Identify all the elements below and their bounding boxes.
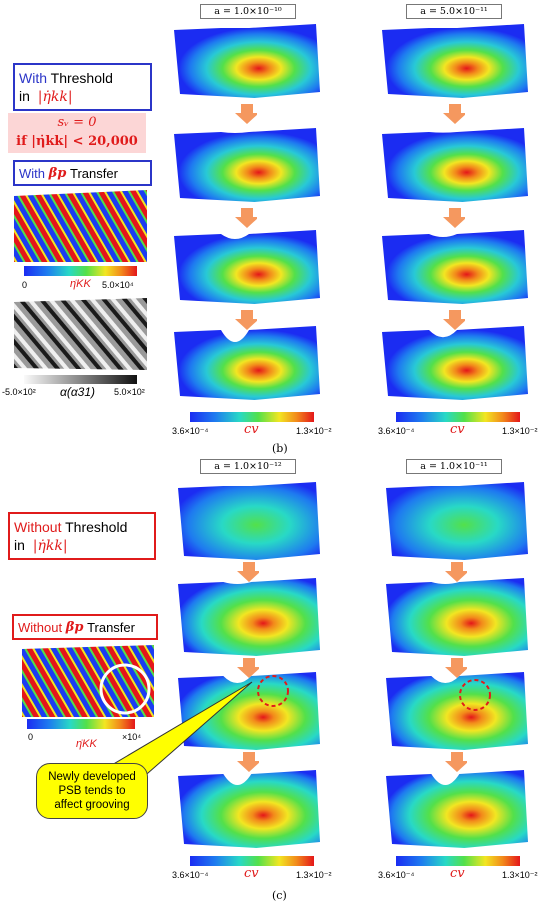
eta-label: η̇KK	[70, 278, 91, 290]
condition-line1: sᵥ = 0	[57, 115, 97, 130]
threshold-condition: sᵥ = 0 if |η̇kk| < 20,000	[8, 113, 146, 153]
threshold-word-c: Threshold	[65, 518, 128, 535]
with-transfer-box: With βp Transfer	[13, 160, 152, 186]
panel-c-letter: (c)	[272, 889, 287, 902]
c-cv-min-1: 3.6×10⁻⁴	[172, 870, 209, 880]
b-cv-max-2: 1.3×10⁻²	[502, 426, 538, 436]
with-word: With	[19, 69, 47, 86]
with-transfer-word: With	[19, 165, 45, 181]
eta-kk-field-map	[14, 190, 147, 262]
c-snapshot-col1-row4	[178, 770, 320, 848]
c-arrow-col1-2	[237, 658, 259, 678]
eta-colorbar	[24, 266, 137, 276]
c-cv-colorbar-1	[190, 856, 314, 866]
b-snapshot-col1-row4	[174, 326, 320, 400]
c-col2-label: a = 1.0×10⁻¹¹	[406, 459, 502, 474]
callout-text: Newly developed PSB tends to affect groo…	[48, 771, 136, 811]
eta-kk-field-map-c	[22, 645, 154, 717]
b-snapshot-col1-row1	[174, 24, 320, 98]
in-word-c: in	[14, 536, 25, 553]
c-snapshot-col1-row2	[178, 578, 320, 656]
b-arrow-col2-3	[443, 310, 465, 330]
transfer-word: Transfer	[69, 165, 118, 181]
c-arrow-col1-3	[237, 752, 259, 772]
with-threshold-box: With Threshold in |η̇kk|	[13, 63, 152, 111]
b-cv-min-2: 3.6×10⁻⁴	[378, 426, 415, 436]
eta-max-tick: 5.0×10⁴	[102, 280, 134, 290]
c-col1-label: a = 1.0×10⁻¹²	[200, 459, 296, 474]
b-col2-label: a = 5.0×10⁻¹¹	[406, 4, 502, 19]
without-transfer-word: Without	[18, 619, 63, 635]
c-snapshot-col2-row4	[386, 770, 528, 848]
b-cv-colorbar-1	[190, 412, 314, 422]
without-threshold-box: Without Threshold in |η̇kk|	[8, 512, 156, 560]
without-word: Without	[14, 518, 62, 535]
c-cv-label-1: cv	[244, 866, 259, 881]
c-cv-max-2: 1.3×10⁻²	[502, 870, 538, 880]
c-cv-label-2: cv	[450, 866, 465, 881]
c-snapshot-col2-row2	[386, 578, 528, 656]
eta-abs-math-c: |η̇kk|	[32, 537, 68, 554]
without-transfer-box: Without βp Transfer	[12, 614, 158, 640]
b-snapshot-col2-row1	[382, 24, 528, 98]
c-snapshot-col1-row3	[178, 672, 320, 750]
groove-highlight-ring-1	[257, 675, 289, 707]
eta-min-tick: 0	[22, 280, 28, 290]
alpha-min-tick: -5.0×10²	[2, 387, 36, 397]
b-arrow-col1-1	[235, 104, 257, 124]
b-cv-max-1: 1.3×10⁻²	[296, 426, 332, 436]
psb-callout: Newly developed PSB tends to affect groo…	[36, 763, 148, 819]
threshold-word: Threshold	[50, 69, 113, 86]
b-cv-min-1: 3.6×10⁻⁴	[172, 426, 209, 436]
b-snapshot-col1-row3	[174, 230, 320, 304]
eta-min-tick-c: 0	[28, 732, 34, 742]
b-snapshot-col2-row4	[382, 326, 528, 400]
b-snapshot-col2-row3	[382, 230, 528, 304]
eta-colorbar-c	[27, 719, 135, 729]
groove-highlight-ring-2	[459, 679, 491, 711]
c-snapshot-col2-row1	[386, 482, 528, 560]
condition-line2: if |η̇kk| < 20,000	[16, 134, 138, 149]
c-arrow-col2-1	[445, 562, 467, 582]
c-cv-colorbar-2	[396, 856, 520, 866]
b-arrow-col2-1	[443, 104, 465, 124]
beta-p-symbol-c: βp	[65, 619, 84, 635]
c-snapshot-col1-row1	[178, 482, 320, 560]
b-arrow-col1-3	[235, 310, 257, 330]
in-word: in	[19, 87, 30, 104]
c-snapshot-col2-row3	[386, 672, 528, 750]
b-snapshot-col1-row2	[174, 128, 320, 202]
alpha-colorbar	[24, 375, 137, 384]
eta-max-tick-c: ×10⁴	[122, 732, 142, 742]
c-cv-min-2: 3.6×10⁻⁴	[378, 870, 415, 880]
c-arrow-col2-3	[445, 752, 467, 772]
panel-b-letter: (b)	[272, 442, 288, 455]
b-cv-label-2: cv	[450, 422, 465, 437]
eta-abs-math: |η̇kk|	[37, 88, 73, 105]
eta-label-c: η̇KK	[76, 738, 97, 750]
b-snapshot-col2-row2	[382, 128, 528, 202]
b-cv-colorbar-2	[396, 412, 520, 422]
alpha-max-tick: 5.0×10²	[114, 387, 145, 397]
highlight-circle	[99, 663, 151, 715]
b-cv-label-1: cv	[244, 422, 259, 437]
b-col1-label: a = 1.0×10⁻¹⁰	[200, 4, 296, 19]
b-arrow-col2-2	[443, 208, 465, 228]
b-arrow-col1-2	[235, 208, 257, 228]
transfer-word-c: Transfer	[87, 619, 135, 635]
alpha-field-map	[14, 298, 147, 370]
beta-p-symbol: βp	[48, 165, 67, 181]
c-arrow-col1-1	[237, 562, 259, 582]
c-cv-max-1: 1.3×10⁻²	[296, 870, 332, 880]
c-arrow-col2-2	[445, 658, 467, 678]
alpha-label: α(α31)	[60, 385, 96, 399]
